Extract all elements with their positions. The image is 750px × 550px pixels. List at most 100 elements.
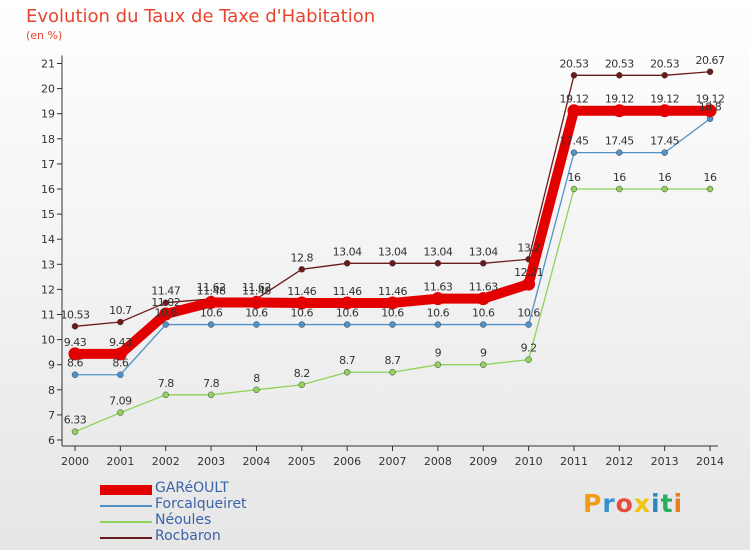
logo-letter: o — [615, 489, 634, 518]
data-point — [253, 321, 260, 328]
data-point — [71, 371, 79, 378]
data-label: 6.33 — [64, 414, 87, 427]
legend-label: Forcalqueiret — [155, 496, 247, 512]
data-point — [117, 409, 124, 416]
data-label: 19.12 — [559, 93, 588, 106]
data-point — [343, 368, 351, 376]
y-tick-label: 16 — [41, 183, 55, 196]
data-point — [567, 104, 581, 118]
data-label: 13.2 — [517, 241, 540, 254]
data-label: 10.6 — [517, 307, 540, 320]
data-label: 11.02 — [151, 296, 180, 309]
y-tick-label: 8 — [48, 384, 55, 397]
data-point — [343, 260, 351, 267]
x-tick-label: 2002 — [152, 455, 180, 468]
data-label: 8 — [253, 372, 260, 385]
y-tick-label: 17 — [41, 158, 55, 171]
data-label: 17.45 — [605, 135, 634, 148]
data-point — [117, 371, 124, 378]
data-label: 13.04 — [378, 245, 407, 258]
data-label: 9 — [435, 347, 442, 360]
data-point — [117, 318, 124, 326]
logo-letter: i — [673, 489, 684, 518]
data-point — [298, 266, 306, 273]
data-label: 19.12 — [650, 93, 679, 106]
data-label: 8.7 — [385, 354, 401, 367]
data-point — [249, 295, 263, 309]
data-label: 16 — [567, 171, 580, 184]
logo-letter: P — [583, 489, 603, 518]
data-point — [661, 185, 668, 193]
data-label: 10.53 — [61, 308, 90, 321]
data-label: 10.7 — [109, 304, 132, 317]
data-label: 10.6 — [154, 307, 177, 320]
data-point — [661, 149, 668, 156]
data-label: 9.43 — [64, 336, 87, 349]
chart-subtitle: (en %) — [26, 29, 63, 42]
data-point — [389, 321, 396, 328]
data-label: 20.53 — [559, 57, 588, 70]
x-tick-label: 2011 — [560, 455, 588, 468]
data-label: 13.04 — [423, 245, 452, 258]
data-point — [570, 149, 578, 156]
y-tick-label: 13 — [41, 258, 55, 271]
y-tick-label: 10 — [41, 334, 55, 347]
data-point — [616, 185, 623, 193]
x-tick-label: 2001 — [106, 455, 134, 468]
data-label: 20.67 — [696, 54, 725, 67]
data-point — [476, 292, 490, 306]
data-label: 9.43 — [109, 336, 132, 349]
data-point — [162, 391, 169, 399]
data-label: 13.04 — [469, 245, 498, 258]
data-point — [612, 104, 626, 118]
data-label: 7.8 — [203, 377, 219, 390]
logo-letter: r — [602, 489, 616, 518]
data-label: 11.48 — [197, 284, 226, 297]
data-label: 20.53 — [650, 57, 679, 70]
data-label: 20.53 — [605, 57, 634, 70]
y-tick-label: 11 — [41, 309, 55, 322]
data-label: 7.09 — [109, 395, 132, 408]
data-label: 16 — [658, 171, 671, 184]
data-label: 19.12 — [696, 93, 725, 106]
data-label: 11.62 — [197, 281, 226, 294]
y-tick-label: 9 — [48, 359, 55, 372]
data-point — [616, 149, 623, 156]
data-point — [522, 277, 536, 291]
data-label: 10.6 — [291, 307, 314, 320]
y-tick-label: 14 — [41, 233, 55, 246]
data-point — [207, 391, 215, 399]
data-label: 7.8 — [158, 377, 174, 390]
data-point — [703, 104, 717, 118]
y-tick-label: 6 — [48, 434, 55, 447]
data-label: 11.63 — [423, 281, 452, 294]
x-tick-label: 2008 — [424, 455, 452, 468]
data-label: 9 — [480, 347, 487, 360]
logo-letter: x — [633, 489, 651, 518]
y-tick-label: 7 — [48, 409, 55, 422]
data-label: 16 — [613, 171, 626, 184]
data-point — [706, 68, 714, 76]
data-point — [159, 307, 173, 321]
data-point — [71, 323, 79, 330]
data-point — [570, 185, 578, 193]
data-label: 10.6 — [336, 307, 359, 320]
legend-label: GARéOULT — [155, 480, 229, 496]
data-label: 8.7 — [339, 354, 355, 367]
data-label: 11.46 — [333, 285, 362, 298]
data-point — [295, 296, 309, 310]
legend-swatch — [100, 505, 152, 507]
y-tick-label: 19 — [41, 108, 55, 121]
legend-swatch — [100, 521, 152, 523]
data-label: 13.04 — [333, 245, 362, 258]
data-label: 16 — [704, 171, 717, 184]
y-tick-label: 21 — [41, 58, 55, 71]
data-label: 8.2 — [294, 367, 310, 380]
y-tick-label: 12 — [41, 283, 55, 296]
data-label: 17.45 — [650, 135, 679, 148]
data-point — [525, 356, 532, 363]
data-label: 12.21 — [514, 266, 543, 279]
data-label: 11.63 — [469, 281, 498, 294]
